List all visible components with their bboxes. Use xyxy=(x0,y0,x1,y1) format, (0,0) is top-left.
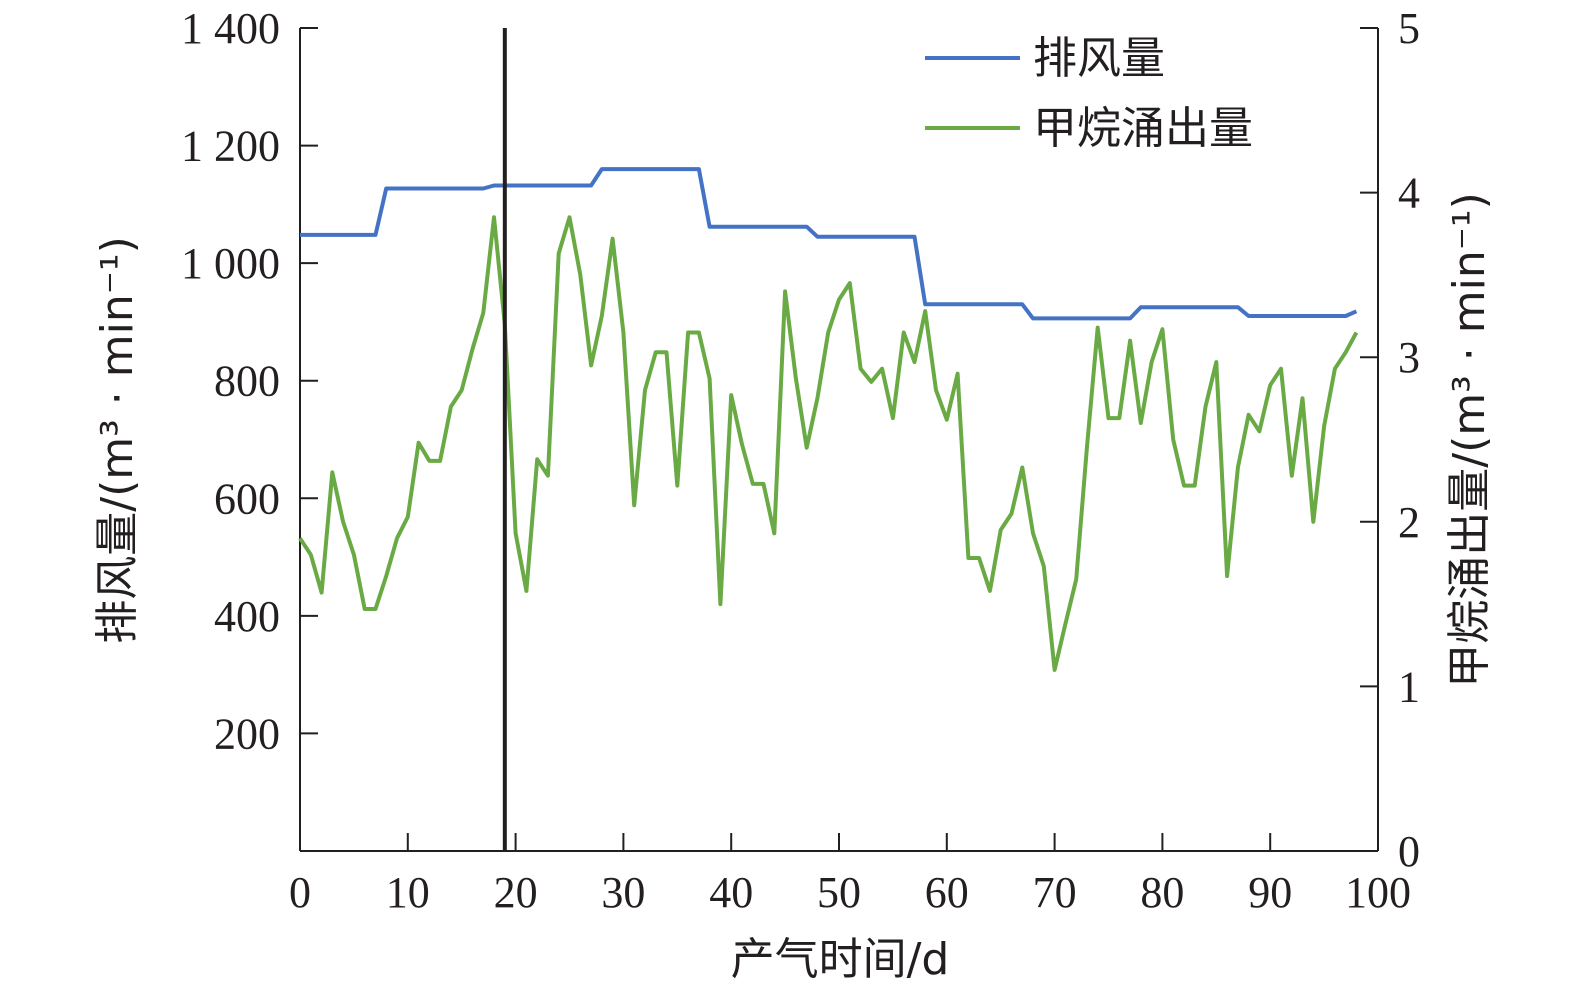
right-y-tick-label: 3 xyxy=(1398,333,1420,382)
x-tick-label: 70 xyxy=(1033,868,1077,917)
right-y-tick-label: 1 xyxy=(1398,662,1420,711)
x-tick-label: 60 xyxy=(925,868,969,917)
left-y-tick-label: 1 000 xyxy=(181,239,280,288)
x-axis-title: 产气时间/d xyxy=(731,934,950,985)
x-tick-label: 50 xyxy=(817,868,861,917)
series-line-0 xyxy=(300,167,1358,321)
right-y-tick-label: 2 xyxy=(1398,498,1420,547)
left-y-axis-ticks: 200 400 600 800 1 000 1 200 1 400 xyxy=(181,4,318,758)
x-tick-label: 40 xyxy=(709,868,753,917)
right-y-axis-title: 甲烷涌出量/(m³ · min⁻¹) xyxy=(1444,192,1495,687)
left-y-tick-label: 200 xyxy=(214,709,280,758)
x-axis-ticks: 0 10 20 30 40 50 60 70 80 90 100 xyxy=(289,833,1411,917)
x-tick-label: 0 xyxy=(289,868,311,917)
right-y-tick-label: 4 xyxy=(1398,169,1420,218)
series-layer xyxy=(298,167,1359,672)
right-y-axis-ticks: 0 1 2 3 4 5 xyxy=(1360,4,1420,876)
legend: 排风量 甲烷涌出量 xyxy=(925,33,1253,154)
x-tick-label: 80 xyxy=(1140,868,1184,917)
left-y-axis-title: 排风量/(m³ · min⁻¹) xyxy=(92,236,143,643)
right-y-tick-label: 5 xyxy=(1398,4,1420,53)
left-y-tick-label: 1 200 xyxy=(181,122,280,171)
legend-label-exhaust: 排风量 xyxy=(1033,33,1165,84)
left-y-tick-label: 400 xyxy=(214,592,280,641)
legend-label-methane: 甲烷涌出量 xyxy=(1033,103,1253,154)
left-y-tick-label: 600 xyxy=(214,474,280,523)
left-y-tick-label: 800 xyxy=(214,357,280,406)
x-tick-label: 30 xyxy=(601,868,645,917)
x-tick-label: 10 xyxy=(386,868,430,917)
x-tick-label: 20 xyxy=(494,868,538,917)
right-y-tick-label: 0 xyxy=(1398,827,1420,876)
x-tick-label: 100 xyxy=(1345,868,1411,917)
series-line-1 xyxy=(298,215,1359,672)
left-y-tick-label: 1 400 xyxy=(181,4,280,53)
x-tick-label: 90 xyxy=(1248,868,1292,917)
